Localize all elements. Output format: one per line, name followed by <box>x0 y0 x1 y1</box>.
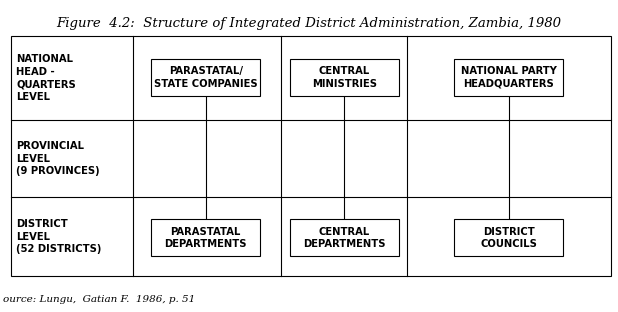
Text: PARASTATAL/
STATE COMPANIES: PARASTATAL/ STATE COMPANIES <box>154 66 258 89</box>
Text: NATIONAL PARTY
HEADQUARTERS: NATIONAL PARTY HEADQUARTERS <box>460 66 557 89</box>
Text: CENTRAL
MINISTRIES: CENTRAL MINISTRIES <box>311 66 377 89</box>
Text: DISTRICT
COUNCILS: DISTRICT COUNCILS <box>480 227 537 249</box>
Text: PARASTATAL
DEPARTMENTS: PARASTATAL DEPARTMENTS <box>164 227 247 249</box>
Bar <box>151 219 260 256</box>
Text: NATIONAL
HEAD -
QUARTERS
LEVEL: NATIONAL HEAD - QUARTERS LEVEL <box>16 54 76 102</box>
Bar <box>454 219 563 256</box>
Text: CENTRAL
DEPARTMENTS: CENTRAL DEPARTMENTS <box>303 227 386 249</box>
Text: ource: Lungu,  Gatian F.  1986, p. 51: ource: Lungu, Gatian F. 1986, p. 51 <box>3 295 195 304</box>
Bar <box>290 59 399 96</box>
Bar <box>151 59 260 96</box>
Bar <box>11 36 611 276</box>
Text: PROVINCIAL
LEVEL
(9 PROVINCES): PROVINCIAL LEVEL (9 PROVINCES) <box>16 141 99 176</box>
Text: Figure  4.2:  Structure of Integrated District Administration, Zambia, 1980: Figure 4.2: Structure of Integrated Dist… <box>56 17 562 30</box>
Text: DISTRICT
LEVEL
(52 DISTRICTS): DISTRICT LEVEL (52 DISTRICTS) <box>16 219 101 254</box>
Bar <box>454 59 563 96</box>
Bar <box>290 219 399 256</box>
